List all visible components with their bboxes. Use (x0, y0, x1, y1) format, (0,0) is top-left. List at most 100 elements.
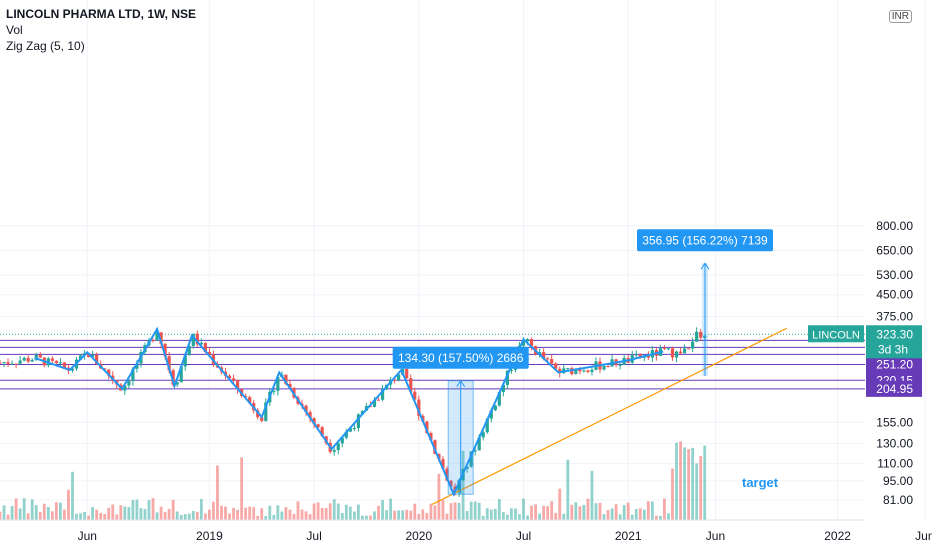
candle-body (264, 402, 268, 421)
zigzag-indicator-label[interactable]: Zig Zag (5, 10) (6, 39, 85, 53)
candle-body (260, 417, 264, 421)
candle-body (348, 428, 352, 432)
candle-body (227, 375, 232, 379)
volume-bar (292, 513, 296, 520)
volume-bar (30, 499, 34, 520)
time-tick-label: 2021 (615, 529, 642, 543)
volume-bar (457, 502, 461, 520)
volume-bar (22, 498, 26, 520)
candle-body (131, 368, 135, 382)
volume-bar (562, 513, 566, 520)
volume-bar (626, 502, 630, 520)
volume-bar (0, 511, 2, 520)
volume-bar (691, 447, 695, 520)
candle-body (195, 333, 199, 345)
volume-bar (417, 513, 421, 520)
volume-bar (465, 510, 469, 520)
volume-bar (393, 510, 397, 520)
volume-bar (171, 499, 175, 520)
level-price-label: 251.20 (876, 357, 913, 371)
volume-bar (650, 501, 654, 520)
candle-body (0, 362, 2, 364)
symbol-title[interactable]: LINCOLN PHARMA LTD, 1W, NSE (6, 7, 196, 21)
volume-bar (429, 503, 433, 520)
volume-bar (312, 503, 316, 520)
candle-body (493, 405, 497, 411)
volume-bar (534, 504, 537, 520)
level-price-box (866, 380, 922, 397)
candle-body (489, 410, 493, 419)
volume-bar (630, 514, 634, 520)
candle-body (58, 362, 63, 364)
volume-bar (622, 505, 626, 520)
volume-bar (344, 504, 348, 520)
volume-bar (111, 504, 115, 520)
volume-indicator-label[interactable]: Vol (6, 23, 23, 37)
candle-body (457, 480, 461, 493)
candle-body (393, 379, 397, 381)
volume-bar (687, 449, 691, 520)
candle-body (578, 369, 582, 372)
price-tick-label: 130.00 (876, 436, 913, 450)
volume-bar (485, 508, 489, 520)
measure-arrow-head (700, 262, 710, 270)
candle-body (429, 432, 433, 441)
volume-bar (348, 506, 352, 520)
price-range-measurements[interactable]: 134.30 (157.50%) 2686 356.95 (156.22%) 71… (392, 229, 773, 495)
currency-unit-badge[interactable]: INR (888, 10, 912, 23)
volume-bar (280, 511, 284, 520)
volume-bar (63, 509, 66, 520)
candle-body (171, 370, 175, 385)
volume-bar (433, 505, 437, 520)
candle-body (445, 468, 449, 481)
candle-body (538, 352, 542, 355)
volume-bar (163, 511, 167, 520)
candle-body (678, 351, 683, 354)
volume-bar (224, 506, 227, 520)
candle-body (497, 392, 501, 406)
volume-bar (187, 513, 191, 520)
volume-bar (212, 501, 215, 520)
volume-bar (514, 508, 517, 520)
volume-bar (441, 499, 445, 520)
volume-bar (642, 509, 646, 520)
volume-bar (675, 442, 678, 520)
candle-body (312, 418, 316, 425)
measure-label: 356.95 (156.22%) 7139 (642, 233, 768, 247)
candle-body (70, 368, 75, 371)
candle-body (634, 354, 638, 356)
candle-body (590, 369, 594, 372)
candle-body (316, 424, 320, 428)
candle-body (602, 366, 606, 370)
candle-body (248, 397, 252, 404)
candle-body (368, 406, 373, 408)
candle-body (425, 421, 429, 433)
volume-bar (505, 514, 509, 520)
volume-bar (663, 498, 666, 520)
candle-body (207, 352, 211, 356)
measure-label-box (637, 229, 773, 252)
candle-body (10, 363, 14, 365)
candle-body (521, 341, 526, 346)
volume-bar (590, 470, 594, 520)
candle-body (674, 351, 679, 358)
volume-bar (131, 500, 135, 520)
candle-body (191, 333, 195, 346)
volume-bar (598, 502, 602, 520)
time-axis: Jun 2019 Jul 2020 Jul 2021 Jun 2022 Jun (0, 519, 932, 543)
candle-body (525, 339, 530, 342)
volume-bar (296, 501, 300, 520)
candle-body (151, 340, 155, 342)
price-tick-label: 650.00 (876, 244, 913, 258)
candle-body (62, 362, 67, 368)
candle-body (2, 362, 6, 364)
price-tick-label: 800.00 (876, 219, 913, 233)
volume-bar (594, 503, 598, 520)
candle-body (670, 348, 675, 358)
zigzag-line (34, 326, 664, 497)
volume-bars (0, 441, 707, 520)
candle-body (413, 391, 417, 400)
volume-bar (381, 500, 384, 520)
candle-body (501, 384, 505, 393)
